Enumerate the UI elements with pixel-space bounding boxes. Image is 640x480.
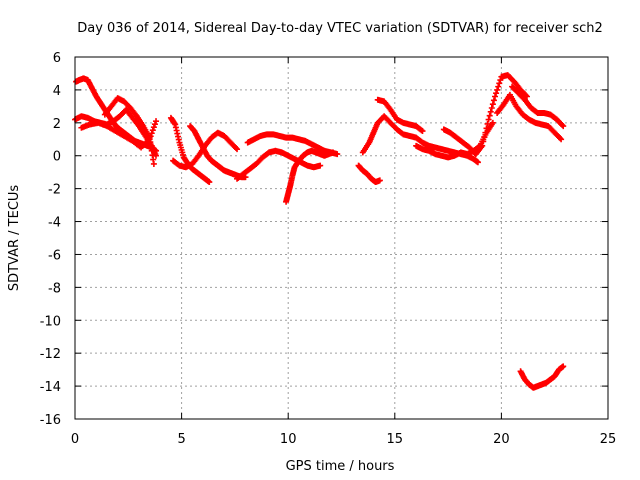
grid-lines	[75, 57, 608, 419]
x-tick-label: 25	[600, 432, 617, 447]
data-point	[558, 136, 565, 143]
data-point	[495, 83, 502, 90]
data-point	[523, 93, 530, 100]
x-tick-label: 20	[493, 432, 510, 447]
data-point	[490, 97, 497, 104]
series-track-q	[509, 83, 567, 130]
series-track-g	[187, 123, 249, 181]
data-point	[482, 129, 489, 136]
x-tick-label: 0	[71, 432, 79, 447]
data-point	[150, 124, 157, 131]
data-point	[483, 125, 490, 132]
series-track-h	[234, 147, 324, 182]
y-tick-label: -4	[48, 216, 61, 231]
data-point	[151, 121, 158, 128]
data-point	[234, 146, 241, 153]
data-point	[329, 149, 336, 156]
data-point	[474, 159, 481, 166]
y-axis-label: SDTVAR / TECUs	[7, 185, 22, 292]
data-point	[149, 127, 156, 134]
series-track-i	[244, 131, 341, 158]
data-point	[493, 90, 500, 97]
y-tick-label: -10	[40, 314, 61, 329]
data-point	[484, 120, 491, 127]
data-point	[560, 123, 567, 130]
series-track-k	[355, 162, 383, 186]
data-point	[206, 179, 213, 186]
data-point	[487, 108, 494, 115]
data-point	[147, 133, 154, 140]
series-track-f	[170, 129, 241, 171]
series-track-l	[359, 113, 481, 166]
y-tick-label: -14	[40, 380, 61, 395]
data-point	[150, 160, 157, 167]
series-track-r	[517, 363, 567, 391]
chart-title: Day 036 of 2014, Sidereal Day-to-day VTE…	[77, 21, 603, 36]
data-point	[148, 130, 155, 137]
data-point	[418, 127, 425, 134]
data-point	[559, 122, 566, 129]
data-point	[479, 142, 486, 149]
y-tick-label: 2	[53, 117, 61, 132]
data-point	[522, 92, 529, 99]
data-point	[481, 134, 488, 141]
x-tick-label: 15	[387, 432, 404, 447]
series-track-o	[440, 72, 530, 158]
data-point	[557, 135, 564, 142]
series-track-c	[101, 95, 157, 167]
series-track-j	[283, 147, 336, 205]
y-tick-label: -16	[40, 413, 61, 428]
data-point	[497, 77, 504, 84]
x-tick-label: 10	[280, 432, 297, 447]
y-tick-label: 6	[53, 51, 61, 66]
y-tick-label: -2	[48, 183, 61, 198]
data-point	[376, 177, 383, 184]
data-point	[496, 80, 503, 87]
data-point	[485, 116, 492, 123]
data-point	[492, 93, 499, 100]
data-point	[334, 151, 341, 158]
x-tick-label: 5	[177, 432, 185, 447]
y-tick-label: -8	[48, 281, 61, 296]
data-point	[488, 105, 495, 112]
series-track-p	[494, 91, 565, 143]
plot-frame	[74, 56, 609, 420]
data-point	[419, 128, 426, 135]
y-tick-label: -12	[40, 347, 61, 362]
data-point	[480, 138, 487, 145]
data-point	[232, 145, 239, 152]
data-point	[153, 118, 160, 125]
y-tick-label: -6	[48, 248, 61, 263]
data-point	[317, 162, 324, 169]
data-point	[489, 119, 496, 126]
data-points	[72, 72, 567, 391]
data-point	[560, 363, 567, 370]
y-tick-label: 4	[53, 84, 61, 99]
series-track-n	[413, 119, 496, 161]
data-point	[489, 101, 496, 108]
data-point	[146, 136, 153, 143]
series-track-m	[374, 96, 426, 135]
series-track-d	[78, 118, 160, 151]
data-point	[486, 112, 493, 119]
y-tick-label: 0	[53, 150, 61, 165]
x-axis-label: GPS time / hours	[286, 459, 395, 474]
data-point	[494, 86, 501, 93]
